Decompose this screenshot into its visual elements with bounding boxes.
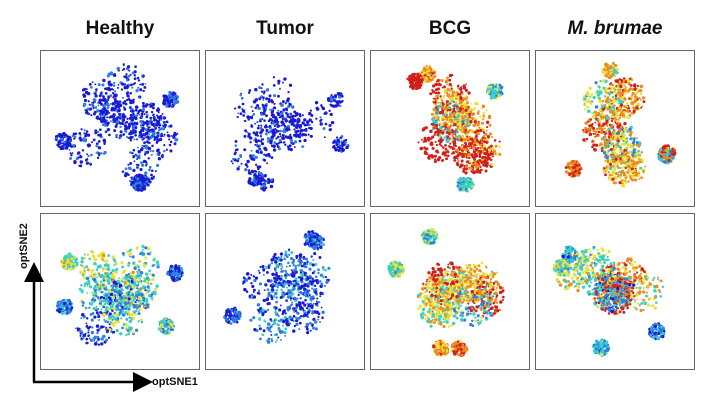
column-title-healthy: Healthy	[85, 18, 155, 39]
tsne-panel-m-brumae-row1	[535, 50, 695, 207]
tsne-panel-tumor-row2	[205, 213, 365, 370]
tsne-panel-healthy-row1	[40, 50, 200, 207]
column-title-bcg: BCG	[428, 18, 472, 39]
column-title-m-brumae: M. brumae	[567, 18, 663, 39]
tsne-panel-bcg-row2	[370, 213, 530, 370]
tsne-panel-tumor-row1	[205, 50, 365, 207]
tsne-panel-bcg-row1	[370, 50, 530, 207]
column-title-tumor: Tumor	[256, 18, 314, 39]
tsne-panel-healthy-row2	[40, 213, 200, 370]
tsne-panel-m-brumae-row2	[535, 213, 695, 370]
y-axis-label: optSNE2	[18, 223, 30, 269]
x-axis-label: optSNE1	[152, 376, 198, 388]
